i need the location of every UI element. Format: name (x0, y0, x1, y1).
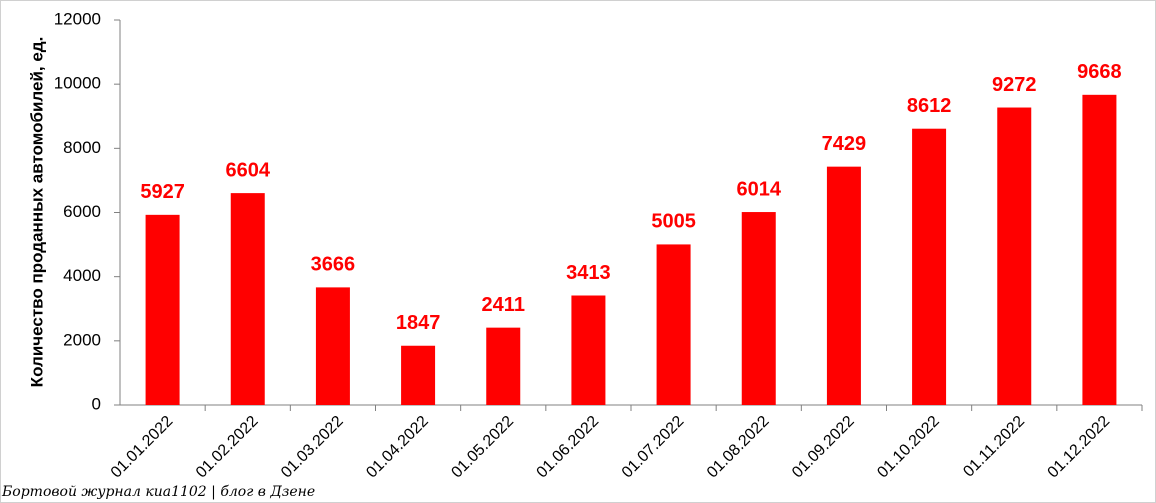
bar (912, 128, 947, 405)
bar (656, 244, 691, 405)
bar (230, 193, 265, 405)
bar (997, 107, 1032, 406)
data-label: 8612 (907, 95, 952, 117)
bar (145, 214, 180, 405)
bar (741, 212, 776, 405)
data-label: 6014 (737, 178, 782, 200)
y-tick-label: 10000 (54, 74, 101, 93)
data-label: 3666 (311, 254, 356, 276)
data-label: 9272 (992, 74, 1037, 96)
y-tick-label: 12000 (54, 9, 101, 28)
data-label: 5927 (140, 181, 185, 203)
y-tick-label: 2000 (63, 330, 101, 349)
y-tick-label: 6000 (63, 202, 101, 221)
y-tick-label: 8000 (63, 138, 101, 157)
data-label: 7429 (822, 133, 867, 155)
data-label: 1847 (396, 312, 441, 334)
data-label: 6604 (226, 159, 271, 181)
bar (315, 287, 350, 405)
bar (1082, 94, 1117, 406)
data-label: 3413 (566, 262, 611, 284)
watermark: Бортовой журнал киа1102 | блог в Дзене (1, 484, 315, 500)
data-label: 2411 (482, 294, 525, 316)
bar (571, 295, 606, 405)
bar (486, 327, 521, 405)
data-label: 9668 (1077, 61, 1122, 83)
data-label: 5005 (651, 211, 696, 233)
y-tick-label: 0 (92, 394, 101, 413)
bar (826, 166, 861, 405)
y-axis-label: Количество проданных автомобилей, ед. (27, 37, 46, 388)
y-tick-label: 4000 (63, 266, 101, 285)
bar (401, 345, 436, 405)
